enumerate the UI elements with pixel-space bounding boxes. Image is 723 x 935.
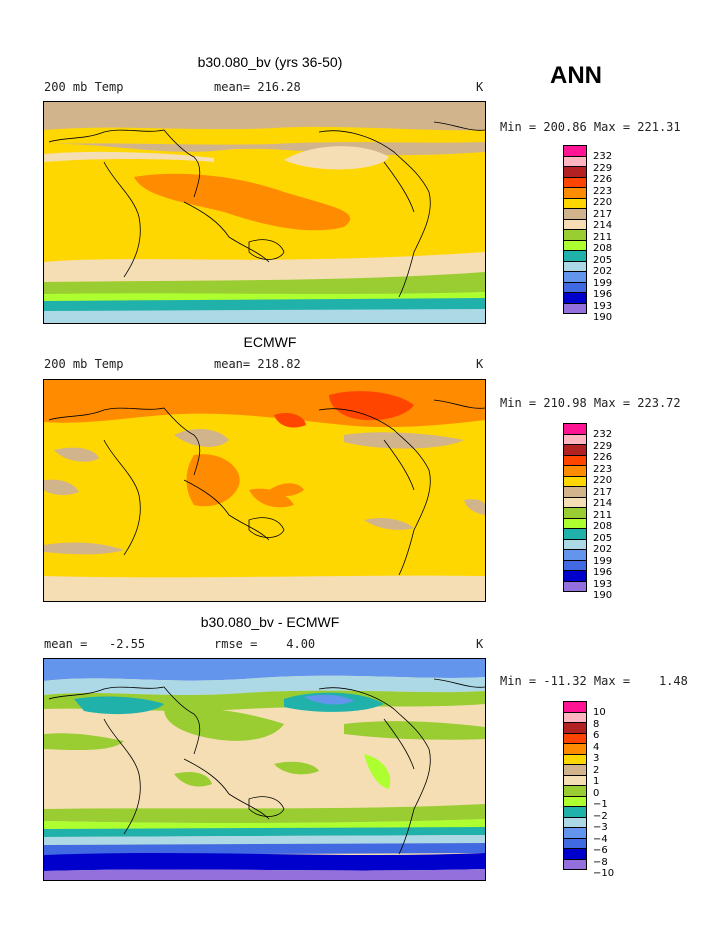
legend-label: 226 [593, 174, 613, 185]
legend-label: −3 [593, 822, 608, 833]
panel3-legend [563, 701, 587, 870]
panel2-variable-label: 200 mb Temp [44, 357, 124, 371]
panel1-title: b30.080_bv (yrs 36-50) [197, 54, 343, 70]
panel3-mean-label: mean = -2.55 [44, 637, 146, 651]
panel2-title: ECMWF [243, 334, 297, 350]
legend-label: 217 [593, 208, 613, 220]
legend-swatch [563, 580, 587, 592]
legend-label: 0 [593, 787, 600, 799]
panel1-legend [563, 145, 587, 314]
legend-label: 229 [593, 162, 613, 174]
panel1-variable-label: 200 mb Temp [44, 80, 124, 94]
legend-label: 2 [593, 764, 600, 776]
panel2-legend [563, 423, 587, 592]
panel3-rmse-label: rmse = 4.00 [214, 637, 316, 651]
panel2-map [43, 379, 486, 602]
legend-label: 214 [593, 498, 613, 509]
panel3-map [43, 658, 486, 881]
panel3-minmax-label: Min = -11.32 Max = 1.48 [500, 674, 688, 688]
legend-label: 223 [593, 185, 613, 197]
legend-label: 220 [593, 475, 613, 486]
panel3-coastlines [48, 678, 485, 855]
legend-label: −1 [593, 799, 608, 810]
panel2-coastlines [48, 399, 485, 576]
legend-label: 190 [593, 590, 613, 601]
legend-label: 229 [593, 440, 613, 452]
legend-label: 208 [593, 521, 613, 532]
legend-label: 199 [593, 277, 613, 289]
panel1-mean-label: mean= 216.28 [214, 80, 301, 94]
panel3-contour-map [44, 659, 485, 880]
legend-label: −2 [593, 810, 608, 822]
panel1-coastlines [48, 121, 485, 298]
legend-label: −4 [593, 833, 608, 845]
legend-label: 232 [593, 151, 613, 162]
legend-label: 196 [593, 567, 613, 578]
legend-swatch [563, 302, 587, 314]
legend-label: 211 [593, 231, 613, 243]
panel1-units-label: K [476, 80, 484, 94]
panel1-map [43, 101, 486, 324]
legend-label: 202 [593, 544, 613, 555]
legend-label: 220 [593, 197, 613, 208]
legend-label: 3 [593, 753, 600, 764]
legend-label: 196 [593, 289, 613, 300]
legend-label: 217 [593, 486, 613, 498]
panel2-mean-label: mean= 218.82 [214, 357, 301, 371]
panel1-minmax-label: Min = 200.86 Max = 221.31 [500, 120, 681, 134]
legend-label: 205 [593, 254, 613, 266]
legend-label: 8 [593, 718, 600, 730]
legend-label: 208 [593, 243, 613, 254]
legend-label: 226 [593, 452, 613, 463]
legend-label: −6 [593, 845, 608, 856]
legend-label: 232 [593, 429, 613, 440]
legend-label: 193 [593, 300, 613, 312]
legend-label: 10 [593, 707, 606, 718]
legend-swatch [563, 858, 587, 870]
panel3-legend-labels: 10 8 6 4 3 2 1 0 −1 −2 −3 −4 −6 −8 −10 [593, 707, 614, 880]
panel2-units-label: K [476, 357, 484, 371]
panel3-units-label: K [476, 637, 484, 651]
panel1-contour-map [44, 102, 485, 323]
legend-label: −8 [593, 856, 608, 868]
legend-label: 193 [593, 578, 613, 590]
legend-label: −10 [593, 868, 615, 879]
legend-label: 190 [593, 312, 613, 323]
legend-label: 223 [593, 463, 613, 475]
legend-label: 6 [593, 730, 600, 741]
legend-label: 202 [593, 266, 613, 277]
panel2-legend-labels: 232 229 226 223 220 217 214 211 208 205 … [593, 429, 612, 602]
legend-label: 4 [593, 741, 600, 753]
legend-label: 199 [593, 555, 613, 567]
panel2-contour-map [44, 380, 485, 601]
panel3-title: b30.080_bv - ECMWF [200, 614, 340, 630]
legend-label: 1 [593, 776, 600, 787]
legend-label: 205 [593, 532, 613, 544]
legend-label: 211 [593, 509, 613, 521]
panel1-legend-labels: 232 229 226 223 220 217 214 211 208 205 … [593, 151, 612, 324]
panel2-minmax-label: Min = 210.98 Max = 223.72 [500, 396, 681, 410]
legend-label: 214 [593, 220, 613, 231]
season-label: ANN [550, 62, 602, 89]
